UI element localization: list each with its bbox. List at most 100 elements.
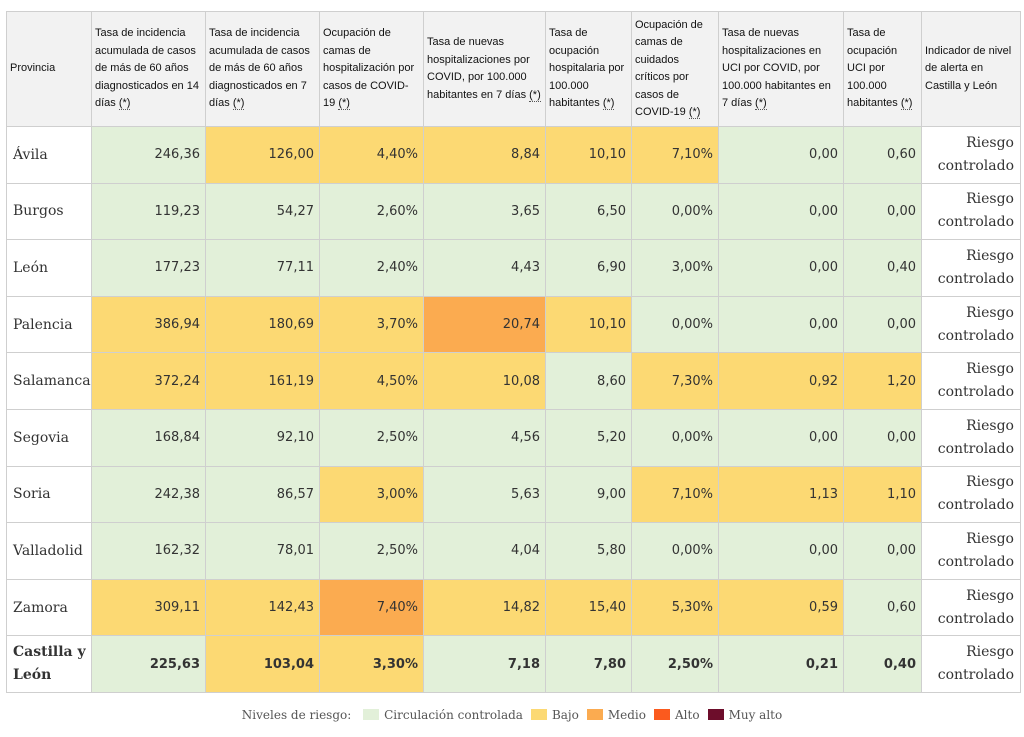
indicator-cell: 7,18 [423,635,546,693]
indicator-cell: 6,50 [545,182,632,241]
indicator-cell: 0,00% [631,182,719,241]
indicator-cell: 0,00 [718,408,844,467]
province-name: Castilla y León [6,635,92,693]
indicator-cell: 86,57 [205,465,320,524]
indicator-cell: 5,20 [545,408,632,467]
footnote-asterisk-link[interactable]: (*) [232,97,245,111]
footnote-asterisk-link[interactable]: (*) [529,88,541,102]
indicator-cell: 78,01 [205,522,320,580]
column-header-label: Provincia [10,62,56,75]
indicator-cell: 3,65 [423,182,546,241]
indicator-cell: 54,27 [205,182,320,241]
indicator-cell: 14,82 [423,578,546,637]
legend-label: Medio [607,707,646,722]
indicator-cell: 9,00 [545,465,632,524]
risk-levels-legend: Niveles de riesgo: Circulación controlad… [0,707,1024,722]
province-name: Segovia [6,408,92,467]
indicator-cell: 15,40 [545,578,632,637]
legend-item-medio: Medio [586,707,646,722]
footnote-asterisk-link[interactable]: (*) [688,106,701,119]
indicator-cell: 10,10 [545,126,632,184]
indicator-cell: 6,90 [545,239,632,297]
table-row-burgos: Burgos 119,23 54,27 2,60% 3,65 6,50 0,00% 0,00 0… [6,182,1021,241]
legend-label: Muy alto [728,707,783,722]
indicator-cell: 20,74 [423,295,546,354]
column-header-3: Ocupación de camas de hospitalización po… [319,11,424,127]
province-name: Salamanca [6,352,92,410]
legend-label: Alto [675,707,700,722]
footnote-asterisk-link[interactable]: (*) [118,97,131,111]
table-row-palencia: Palencia 386,94 180,69 3,70% 20,74 10,10 0,00%… [6,295,1021,354]
indicator-cell: 126,00 [205,126,320,184]
alert-level: Riesgo controlado [921,635,1021,693]
indicator-cell: 309,11 [91,578,206,637]
province-name: León [6,239,92,297]
indicator-cell: 1,20 [843,352,922,410]
indicator-cell: 3,30% [319,635,424,693]
indicator-cell: 0,00% [631,295,719,354]
indicator-cell: 1,10 [843,465,922,524]
indicator-cell: 3,00% [319,465,424,524]
column-header-label: Tasa de incidencia acumulada de casos de… [95,27,199,110]
table-row-avila: Ávila 246,36 126,00 4,40% 8,84 10,10 7,10% 0,00… [6,126,1021,184]
indicator-cell: 4,50% [319,352,424,410]
risk-indicators-table: Provincia Tasa de incidencia acumulada de… [6,11,1021,693]
indicator-cell: 3,00% [631,239,719,297]
legend-item-circulacion-controlada: Circulación controlada [363,708,523,722]
indicator-cell: 3,70% [319,295,424,354]
indicator-cell: 119,23 [91,182,206,241]
column-header-1: Tasa de incidencia acumulada de casos de… [91,11,206,127]
province-name: Ávila [6,126,92,184]
indicator-cell: 0,00 [718,239,844,297]
indicator-cell: 0,00 [843,295,922,354]
alert-level: Riesgo controlado [921,465,1021,524]
indicator-cell: 4,43 [423,239,546,297]
legend-title: Niveles de riesgo: [241,707,352,722]
indicator-cell: 2,60% [319,182,424,241]
column-header-4: Tasa de nuevas hospitalizaciones por COV… [423,11,546,127]
footnote-asterisk-link[interactable]: (*) [900,97,913,111]
indicator-cell: 225,63 [91,635,206,693]
indicator-cell: 5,80 [545,522,632,580]
indicator-cell: 2,50% [319,408,424,467]
alert-level: Riesgo controlado [921,182,1021,241]
column-header-label: Tasa de ocupación hospitalaria por 100.0… [549,27,625,110]
indicator-cell: 7,80 [545,635,632,693]
indicator-cell: 0,21 [718,635,844,693]
indicator-cell: 2,40% [319,239,424,297]
indicator-cell: 372,24 [91,352,206,410]
column-header-5: Tasa de ocupación hospitalaria por 100.0… [545,11,632,127]
alert-level: Riesgo controlado [921,295,1021,354]
indicator-cell: 4,40% [319,126,424,184]
legend-label: Circulación controlada [384,707,523,722]
indicator-cell: 0,00 [718,295,844,354]
table-row-leon: León 177,23 77,11 2,40% 4,43 6,90 3,00% 0,00 0,4… [6,239,1021,297]
footnote-asterisk-link[interactable]: (*) [755,97,767,111]
footnote-asterisk-link[interactable]: (*) [602,97,615,111]
table-header-row: Provincia Tasa de incidencia acumulada de… [6,11,1021,127]
legend-item-muy-alto: Muy alto [707,707,783,722]
indicator-cell: 242,38 [91,465,206,524]
indicator-cell: 0,00 [843,408,922,467]
legend-item-alto: Alto [654,708,700,722]
alert-level: Riesgo controlado [921,239,1021,297]
legend-swatch [654,708,670,720]
legend-swatch [586,708,603,720]
indicator-cell: 0,40 [843,635,922,693]
table-row-valladolid: Valladolid 162,32 78,01 2,50% 4,04 5,80 0,00% 0… [6,522,1021,580]
indicator-cell: 0,00% [631,522,719,580]
alert-level: Riesgo controlado [921,126,1021,184]
indicator-cell: 7,10% [631,126,719,184]
legend-label: Bajo [551,707,579,722]
province-name: Valladolid [6,522,92,580]
indicator-cell: 10,10 [545,295,632,354]
indicator-cell: 246,36 [91,126,206,184]
indicator-cell: 0,00 [718,182,844,241]
indicator-cell: 7,40% [319,578,424,637]
legend-swatch [363,708,380,720]
province-name: Burgos [6,182,92,241]
column-header-label: Tasa de incidencia acumulada de casos de… [209,27,310,110]
indicator-cell: 386,94 [91,295,206,354]
column-header-2: Tasa de incidencia acumulada de casos de… [205,11,320,127]
footnote-asterisk-link[interactable]: (*) [338,97,350,111]
